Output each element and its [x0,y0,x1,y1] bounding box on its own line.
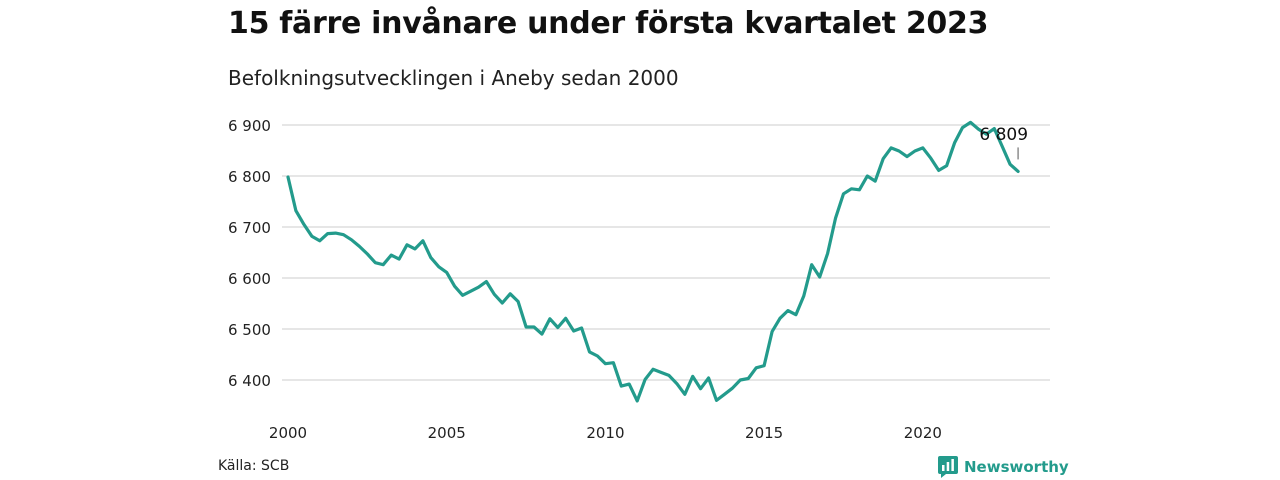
x-tick-label: 2000 [269,424,307,442]
annotation-layer: 6 809 [979,125,1028,160]
y-tick-label: 6 900 [228,117,271,135]
chart-title: 15 färre invånare under första kvartalet… [228,6,989,41]
annotation-label: 6 809 [979,125,1028,145]
x-tick-label: 2015 [745,424,783,442]
x-axis-ticks: 2000 2005 2010 2015 2020 [269,424,942,442]
newsworthy-logo-icon [938,456,958,478]
brand-logo[interactable]: Newsworthy [938,456,1069,478]
grid-lines [282,124,1050,381]
series-layer [286,120,1020,403]
chart-subtitle: Befolkningsutvecklingen i Aneby sedan 20… [228,66,679,90]
y-tick-label: 6 500 [228,321,271,339]
brand-name: Newsworthy [964,458,1069,476]
y-axis-ticks: 6 400 6 500 6 600 6 700 6 800 6 900 [228,117,271,390]
x-tick-label: 2020 [904,424,942,442]
y-tick-label: 6 800 [228,168,271,186]
source-note: Källa: SCB [218,458,290,474]
population-line [286,120,1020,403]
y-tick-label: 6 600 [228,270,271,288]
y-tick-label: 6 400 [228,372,271,390]
x-tick-label: 2005 [428,424,466,442]
x-tick-label: 2010 [586,424,624,442]
y-tick-label: 6 700 [228,219,271,237]
